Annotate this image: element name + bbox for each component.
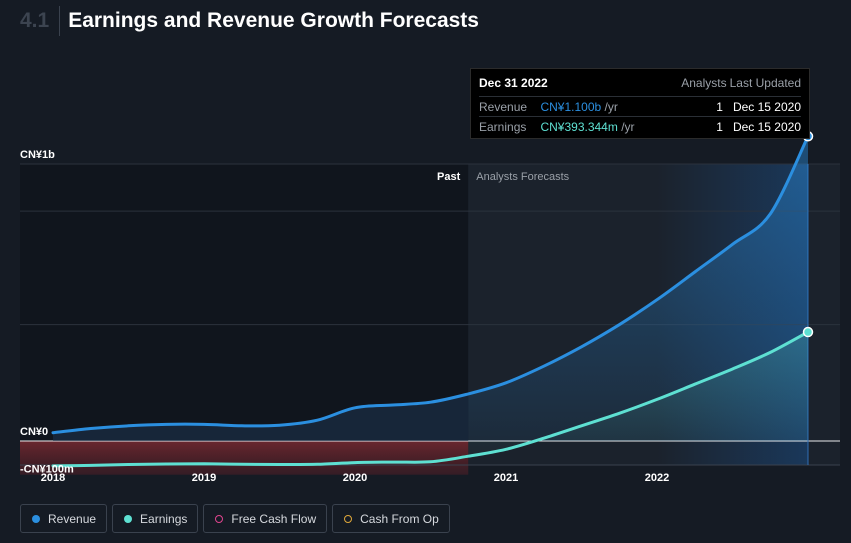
past-label: Past bbox=[437, 171, 461, 183]
legend-label: Earnings bbox=[140, 511, 188, 526]
legend-ring-icon bbox=[344, 514, 353, 523]
tooltip-header: Dec 31 2022 Analysts Last Updated bbox=[479, 69, 801, 97]
earnings-area bbox=[468, 332, 808, 457]
tooltip-updated: Dec 15 2020 bbox=[732, 119, 801, 134]
legend-label: Free Cash Flow bbox=[231, 511, 317, 526]
legend-cash-from-op-button[interactable]: Cash From Op bbox=[332, 504, 450, 533]
earnings-end-point bbox=[802, 326, 814, 338]
chart-legend: Revenue Earnings Free Cash Flow Cash Fro… bbox=[20, 504, 450, 533]
x-tick-label: 2022 bbox=[645, 472, 669, 484]
tooltip-date: Dec 31 2022 bbox=[479, 75, 548, 90]
y-tick-label: CN¥1b bbox=[20, 149, 55, 161]
y-tick-label: CN¥0 bbox=[20, 426, 48, 438]
tooltip-value: CN¥393.344m bbox=[540, 119, 618, 134]
tooltip-label: Revenue bbox=[479, 99, 528, 114]
revenue-past-area bbox=[53, 393, 469, 441]
legend-earnings-button[interactable]: Earnings bbox=[112, 504, 199, 533]
y-tick-label: -CN¥100m bbox=[20, 464, 74, 476]
tooltip-col-analysts: Analysts bbox=[681, 75, 727, 90]
x-tick-label: 2019 bbox=[192, 472, 216, 484]
earnings-line bbox=[51, 330, 810, 468]
section-number: 4.1 bbox=[20, 9, 50, 32]
tooltip-row-earnings: Earnings CN¥393.344m /yr 1 Dec 15 2020 bbox=[479, 117, 801, 136]
legend-revenue-button[interactable]: Revenue bbox=[20, 504, 108, 533]
tooltip-col-updated: Last Updated bbox=[729, 75, 801, 90]
tooltip-row-revenue: Revenue CN¥1.100b /yr 1 Dec 15 2020 bbox=[479, 97, 801, 117]
x-tick-label: 2021 bbox=[494, 472, 518, 484]
legend-free-cash-flow-button[interactable]: Free Cash Flow bbox=[203, 504, 328, 533]
section-header: 4.1 Earnings and Revenue Growth Forecast… bbox=[20, 6, 479, 36]
tooltip-unit: /yr bbox=[604, 99, 618, 114]
legend-dot-icon bbox=[32, 514, 40, 523]
tooltip-unit: /yr bbox=[621, 119, 635, 134]
header-divider bbox=[59, 6, 61, 36]
x-tick-label: 2020 bbox=[343, 472, 367, 484]
forecast-label: Analysts Forecasts bbox=[476, 171, 569, 183]
tooltip-updated: Dec 15 2020 bbox=[732, 99, 801, 114]
legend-label: Revenue bbox=[48, 511, 97, 526]
tooltip-analysts: 1 bbox=[716, 99, 723, 114]
legend-ring-icon bbox=[215, 514, 224, 523]
chart-tooltip: Dec 31 2022 Analysts Last Updated Revenu… bbox=[470, 68, 810, 139]
legend-dot-icon bbox=[124, 514, 133, 523]
chart-title: Earnings and Revenue Growth Forecasts bbox=[68, 9, 479, 32]
legend-label: Cash From Op bbox=[360, 511, 439, 526]
tooltip-label: Earnings bbox=[479, 119, 527, 134]
revenue-line bbox=[51, 134, 810, 435]
tooltip-analysts: 1 bbox=[716, 119, 723, 134]
revenue-area bbox=[468, 136, 808, 442]
tooltip-value: CN¥1.100b bbox=[540, 99, 602, 114]
x-tick-label: 2018 bbox=[41, 472, 65, 484]
negative-region bbox=[20, 441, 469, 475]
